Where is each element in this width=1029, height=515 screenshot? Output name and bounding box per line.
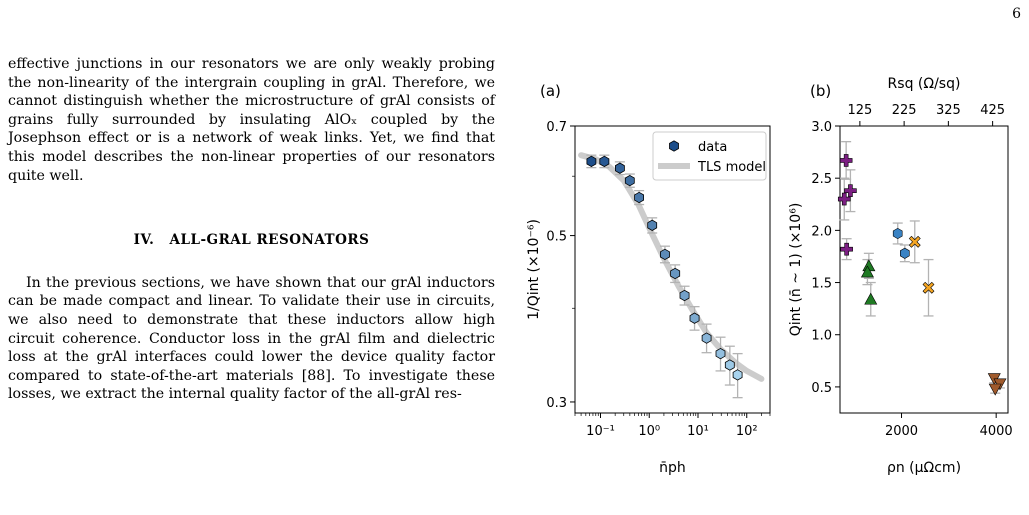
data-point bbox=[679, 289, 690, 302]
data-point bbox=[732, 369, 743, 381]
panel-a-label: (a) bbox=[540, 82, 561, 100]
y-tick-label: 0.5 bbox=[546, 230, 567, 245]
plus-marker bbox=[837, 192, 851, 206]
section-heading: IV. ALL-GRAL RESONATORS bbox=[8, 231, 495, 250]
paragraph-intro: effective junctions in our resonators we… bbox=[8, 56, 495, 184]
x-tick-label: 4000 bbox=[980, 424, 1013, 439]
x-tick-label: 10² bbox=[736, 424, 758, 439]
data-point bbox=[701, 332, 712, 344]
section-title: ALL-GRAL RESONATORS bbox=[169, 232, 370, 249]
data-point bbox=[634, 191, 644, 204]
triangle-up-marker bbox=[864, 292, 878, 305]
data-point bbox=[624, 174, 635, 187]
page-number: 6 bbox=[1012, 6, 1021, 22]
panel-a-ylabel: 1/Qint (×10⁻⁶) bbox=[526, 219, 542, 320]
hexagon-marker bbox=[899, 247, 910, 259]
legend-tls-label: TLS model bbox=[697, 160, 766, 175]
x-marker bbox=[908, 235, 921, 248]
data-point bbox=[599, 155, 610, 168]
panel-a-xlabel: n̄ph bbox=[659, 460, 686, 476]
data-point bbox=[670, 267, 681, 280]
y-tick-label: 0.7 bbox=[546, 120, 567, 135]
y-tick-label: 0.5 bbox=[811, 381, 832, 396]
data-point bbox=[724, 359, 735, 371]
x-tick-label: 10¹ bbox=[687, 424, 709, 439]
y-tick-label: 1.5 bbox=[811, 277, 832, 292]
top-x-tick-label: 425 bbox=[980, 103, 1005, 118]
x-tick-label: 10⁻¹ bbox=[586, 424, 615, 439]
data-point bbox=[715, 347, 726, 360]
top-x-tick-label: 325 bbox=[936, 103, 961, 118]
section-number: IV. bbox=[133, 232, 155, 249]
y-tick-label: 1.0 bbox=[811, 329, 832, 344]
data-point bbox=[615, 162, 625, 174]
y-tick-label: 3.0 bbox=[811, 120, 832, 135]
y-tick-label: 2.0 bbox=[811, 224, 832, 239]
y-tick-label: 2.5 bbox=[811, 172, 832, 187]
x-tick-label: 2000 bbox=[885, 424, 918, 439]
panel-b-xlabel: ρn (µΩcm) bbox=[887, 460, 961, 476]
top-x-tick-label: 125 bbox=[847, 103, 872, 118]
panel-b-ylabel: Qint (n̄ ~ 1) (×10⁶) bbox=[788, 203, 804, 337]
triangle-up-marker bbox=[860, 265, 874, 278]
panel-b-label: (b) bbox=[810, 82, 831, 100]
panel-b-frame bbox=[839, 125, 1009, 414]
hexagon-marker bbox=[892, 227, 903, 240]
data-point bbox=[689, 312, 700, 324]
triangle-down-marker bbox=[988, 383, 1002, 396]
panel-b-top-xlabel: Rsq (Ω/sq) bbox=[888, 76, 961, 92]
x-marker bbox=[922, 281, 935, 294]
figure-svg: (a) 10⁻¹ 10⁰ 10¹ 10² 0.3 0.5 0.7 n̄ph 1/Qint (×10… bbox=[526, 76, 1013, 476]
figure: (a) 10⁻¹ 10⁰ 10¹ 10² 0.3 0.5 0.7 n̄ph 1/Qint (×10… bbox=[520, 68, 1025, 508]
top-x-tick-label: 225 bbox=[892, 103, 917, 118]
legend-data-marker bbox=[669, 140, 679, 152]
y-tick-label: 0.3 bbox=[546, 396, 567, 411]
data-point bbox=[647, 219, 658, 231]
data-point bbox=[586, 155, 597, 168]
plus-marker bbox=[844, 184, 857, 198]
x-tick-label: 10⁰ bbox=[638, 424, 660, 439]
text-column: effective junctions in our resonators we… bbox=[8, 55, 495, 404]
data-point bbox=[659, 248, 670, 261]
plus-marker bbox=[840, 242, 853, 256]
plus-marker bbox=[839, 154, 853, 167]
tls-model-line bbox=[578, 152, 765, 382]
paragraph-section: In the previous sections, we have shown … bbox=[8, 274, 495, 403]
legend-data-label: data bbox=[698, 140, 727, 155]
